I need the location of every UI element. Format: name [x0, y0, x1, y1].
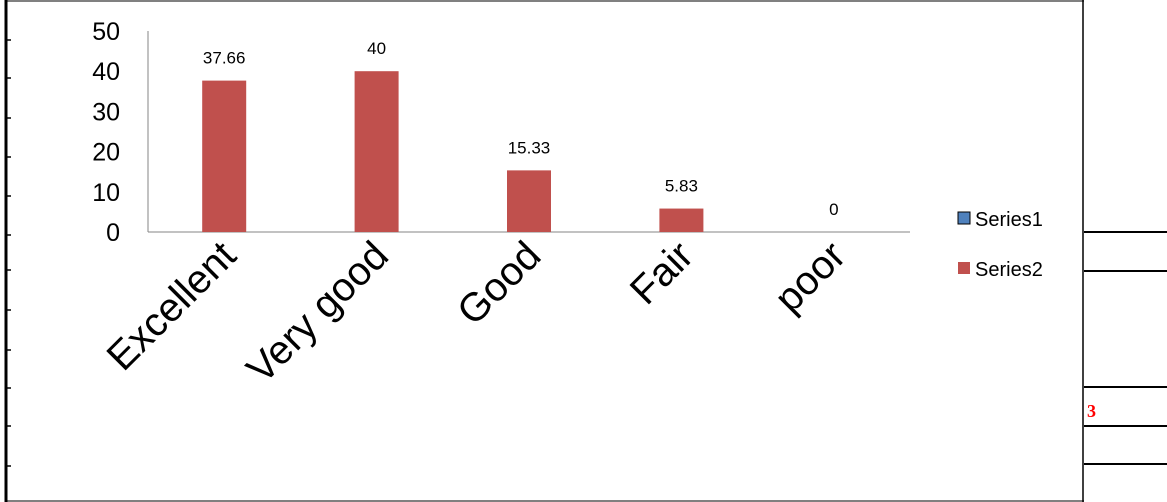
- data-label: 0: [829, 200, 838, 219]
- y-tick-label: 0: [106, 219, 120, 247]
- legend-swatch-series1: [957, 211, 971, 225]
- y-tick-label: 50: [92, 18, 120, 46]
- category-label: Excellent: [99, 233, 245, 379]
- category-label: Fair: [622, 233, 702, 313]
- left-margin-ticks: [6, 39, 11, 467]
- bar-fair: [659, 208, 704, 232]
- category-label: poor: [766, 233, 854, 321]
- document-frame: [4, 0, 1167, 502]
- legend-label-series1: Series1: [975, 209, 1043, 231]
- data-labels: 37.66 40 15.33 5.83 0: [203, 39, 839, 219]
- category-label: Good: [449, 233, 549, 333]
- data-label: 5.83: [665, 177, 698, 196]
- bar-good: [507, 170, 551, 232]
- category-label: Very good: [238, 233, 396, 391]
- bars: [202, 71, 704, 232]
- y-tick-label: 40: [92, 58, 120, 86]
- y-tick-labels: 0 10 20 30 40 50: [92, 18, 120, 247]
- legend-label-series2: Series2: [975, 259, 1043, 281]
- y-tick-label: 30: [92, 98, 120, 126]
- bar-very-good: [354, 71, 399, 232]
- page-marker: 3: [1087, 401, 1096, 421]
- y-tick-label: 10: [92, 179, 120, 207]
- data-label: 40: [367, 39, 386, 58]
- y-tick-label: 20: [92, 139, 120, 167]
- legend-swatch-series2: [958, 262, 970, 274]
- data-label: 37.66: [203, 49, 246, 68]
- legend: Series1 Series2: [957, 209, 1043, 281]
- data-label: 15.33: [508, 138, 551, 157]
- bar-excellent: [202, 80, 247, 232]
